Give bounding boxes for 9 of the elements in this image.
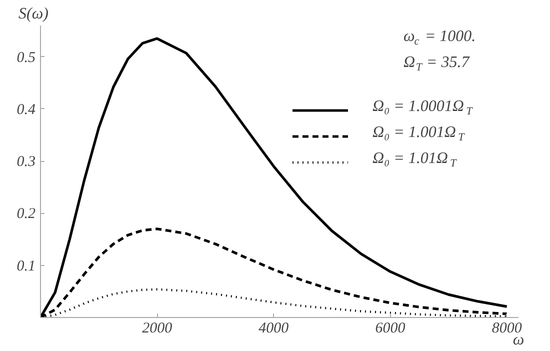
y-tick-label: 0.4 — [16, 102, 36, 118]
y-tick-label: 0.5 — [16, 50, 36, 66]
y-axis-title: S(ω) — [18, 6, 48, 22]
y-tick-label: 0.3 — [16, 154, 36, 170]
x-tick-label: 2000 — [142, 320, 173, 336]
x-tick-label: 4000 — [258, 320, 290, 336]
y-tick-label: 0.2 — [16, 206, 36, 222]
x-tick-label: 6000 — [375, 320, 406, 336]
y-tick-label: 0.1 — [16, 258, 36, 274]
